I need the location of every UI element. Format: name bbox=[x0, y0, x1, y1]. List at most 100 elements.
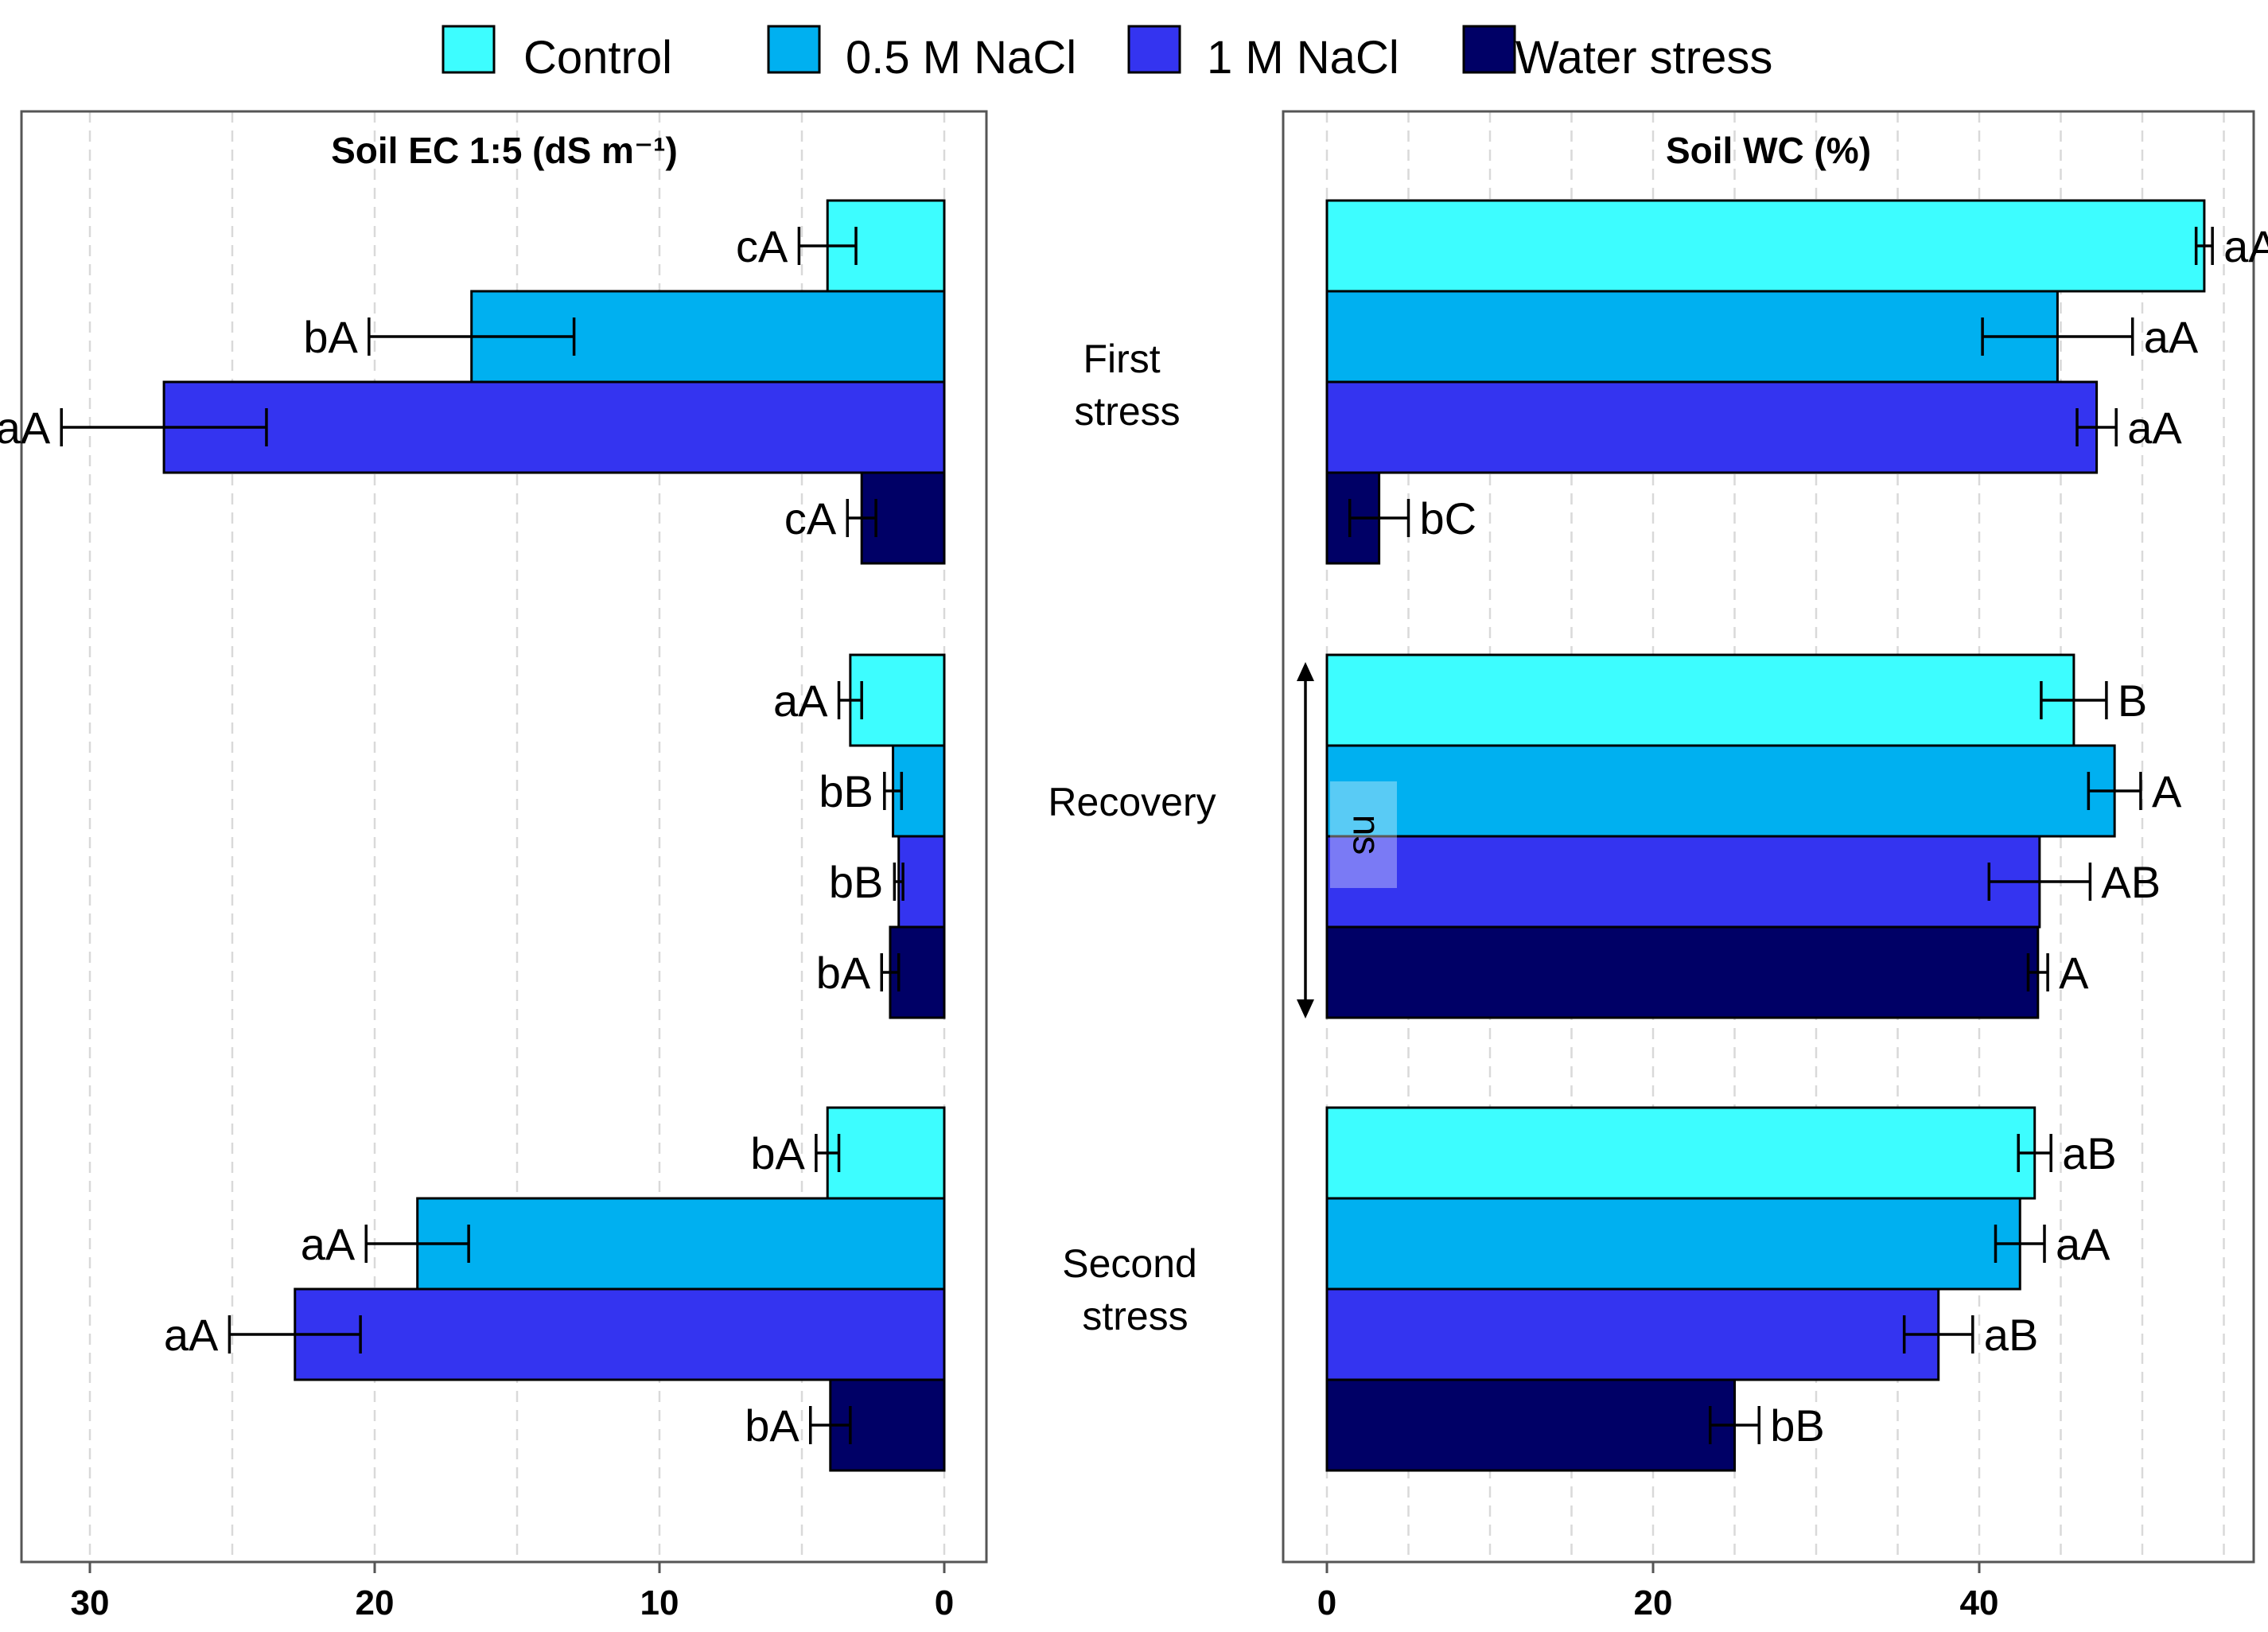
legend-swatch-water-stress bbox=[1462, 25, 1516, 74]
ec-errorbar-1-2 bbox=[893, 863, 904, 901]
wc-bar-2-2 bbox=[1325, 1287, 1940, 1381]
ns-arrow-head-down bbox=[1297, 999, 1314, 1019]
ec-errorbar-2-2 bbox=[228, 1315, 362, 1354]
wc-panel-frame bbox=[1282, 110, 2255, 1564]
wc-sig-label-0-1: aA bbox=[2144, 312, 2199, 362]
wc-errorbar-2-1 bbox=[1994, 1225, 2046, 1263]
ec-bar-2-1 bbox=[416, 1197, 946, 1291]
ec-errorbar-2-0 bbox=[815, 1134, 841, 1172]
wc-errorbar-2-0 bbox=[2017, 1134, 2052, 1172]
wc-bar-2-1 bbox=[1325, 1197, 2021, 1291]
ec-bar-1-0 bbox=[849, 653, 946, 747]
ec-sig-label-0-0: cA bbox=[736, 221, 788, 271]
group-label-first-stress-line2: stress bbox=[1074, 389, 1180, 434]
ec-bar-1-2 bbox=[897, 835, 946, 929]
ec-panel: Soil EC 1:5 (dS m⁻¹) cAaAbAbAbBaAaAbBaAc… bbox=[0, 110, 988, 1622]
wc-errorbar-0-0 bbox=[2194, 227, 2214, 265]
ec-x-axis: 30 20 10 0 bbox=[71, 1562, 954, 1622]
ec-sig-label-2-2: aA bbox=[164, 1310, 219, 1360]
ec-sig-label-1-3: bA bbox=[816, 948, 871, 998]
wc-errorbar-1-2 bbox=[1987, 863, 2092, 901]
wc-sig-label-1-3: A bbox=[2059, 948, 2089, 998]
wc-sig-label-2-3: bB bbox=[1770, 1400, 1825, 1451]
ec-errorbar-2-1 bbox=[364, 1225, 470, 1263]
ec-errorbar-1-0 bbox=[837, 681, 863, 719]
ec-sig-label-1-0: aA bbox=[773, 676, 828, 726]
wc-errorbar-0-1 bbox=[1981, 317, 2134, 356]
ec-errorbar-0-1 bbox=[368, 317, 576, 356]
wc-bars: aA BaB aA AaA aA AB aB bC AbB bbox=[1325, 199, 2268, 1472]
ec-sig-label-1-2: bB bbox=[829, 857, 884, 907]
group-label-first-stress: First stress bbox=[1074, 337, 1180, 434]
ec-sig-label-2-1: aA bbox=[301, 1219, 356, 1269]
wc-sig-label-1-0: B bbox=[2118, 676, 2147, 726]
ec-errorbar-0-3 bbox=[846, 499, 877, 537]
ec-sig-label-0-2: aA bbox=[0, 403, 51, 453]
ns-annotation: ns bbox=[1297, 662, 1397, 1019]
wc-errorbar-0-2 bbox=[2075, 408, 2118, 446]
wc-bar-0-0 bbox=[1325, 199, 2206, 293]
ec-sig-label-0-3: cA bbox=[784, 493, 837, 543]
legend-swatch-05m-nacl bbox=[767, 25, 821, 74]
legend-label-05m-nacl: 0.5 M NaCl bbox=[846, 32, 1076, 84]
legend-swatch-control bbox=[442, 25, 496, 74]
ec-errorbar-1-1 bbox=[883, 772, 904, 810]
group-label-second-stress-line1: Second bbox=[1062, 1241, 1197, 1286]
wc-x-axis: 0 20 40 bbox=[1317, 1562, 1999, 1622]
wc-sig-label-1-1: A bbox=[2152, 766, 2182, 816]
ns-arrow-head-up bbox=[1297, 662, 1314, 681]
group-label-recovery-line1: Recovery bbox=[1048, 780, 1216, 824]
wc-bar-0-1 bbox=[1325, 290, 2059, 384]
wc-sig-label-0-0: aA bbox=[2223, 221, 2268, 271]
ec-errorbar-0-0 bbox=[797, 227, 858, 265]
ec-tick-label-10: 10 bbox=[640, 1583, 679, 1622]
wc-bar-1-3 bbox=[1325, 925, 2040, 1019]
ec-bars: cA aA bA bA bB aA aA bB aA cA bA bA bbox=[0, 199, 946, 1472]
ec-errorbar-2-3 bbox=[808, 1406, 852, 1444]
wc-bar-2-3 bbox=[1325, 1378, 1736, 1472]
group-label-first-stress-line1: First bbox=[1083, 337, 1160, 381]
group-label-recovery: Recovery bbox=[1048, 780, 1216, 824]
wc-sig-label-2-2: aB bbox=[1984, 1310, 2039, 1360]
ec-bar-2-2 bbox=[294, 1287, 946, 1381]
wc-errorbar-2-3 bbox=[1709, 1406, 1760, 1444]
ns-label-bg bbox=[1330, 781, 1397, 888]
ns-label: ns bbox=[1344, 815, 1387, 855]
wc-bar-1-0 bbox=[1325, 653, 2075, 747]
group-labels: First stress Recovery Second stress bbox=[1048, 337, 1216, 1338]
wc-bar-0-2 bbox=[1325, 380, 2099, 474]
wc-bar-2-0 bbox=[1325, 1106, 2037, 1200]
wc-errorbar-1-3 bbox=[2026, 953, 2049, 991]
legend: Control 0.5 M NaCl 1 M NaCl Water stress bbox=[442, 25, 1772, 84]
wc-bar-1-2 bbox=[1325, 835, 2041, 929]
ec-bar-2-0 bbox=[826, 1106, 946, 1200]
legend-label-water-stress: Water stress bbox=[1515, 32, 1772, 84]
ec-errorbar-1-3 bbox=[880, 953, 901, 991]
ec-sig-label-0-1: bA bbox=[303, 312, 358, 362]
ec-sig-label-1-1: bB bbox=[819, 766, 873, 816]
wc-panel-title: Soil WC (%) bbox=[1666, 130, 1871, 171]
wc-sig-label-0-2: aA bbox=[2127, 403, 2182, 453]
group-label-second-stress-line2: stress bbox=[1082, 1294, 1188, 1338]
ec-panel-title: Soil EC 1:5 (dS m⁻¹) bbox=[331, 130, 678, 171]
wc-sig-label-2-1: aA bbox=[2056, 1219, 2110, 1269]
wc-errorbar-0-3 bbox=[1348, 499, 1410, 537]
group-label-second-stress: Second stress bbox=[1062, 1241, 1208, 1338]
legend-label-control: Control bbox=[523, 32, 672, 84]
ec-sig-label-2-0: bA bbox=[750, 1128, 805, 1178]
legend-label-1m-nacl: 1 M NaCl bbox=[1207, 32, 1399, 84]
ec-errorbar-0-2 bbox=[60, 408, 268, 446]
wc-tick-label-0: 0 bbox=[1317, 1583, 1336, 1622]
wc-errorbar-2-2 bbox=[1902, 1315, 1974, 1354]
ec-sig-label-2-3: bA bbox=[745, 1400, 799, 1451]
wc-errorbar-1-1 bbox=[2087, 772, 2142, 810]
ec-bar-0-2 bbox=[162, 380, 946, 474]
wc-errorbar-1-0 bbox=[2040, 681, 2108, 719]
wc-tick-label-40: 40 bbox=[1960, 1583, 1999, 1622]
wc-sig-label-1-2: AB bbox=[2101, 857, 2161, 907]
ec-tick-label-20: 20 bbox=[356, 1583, 395, 1622]
ec-tick-label-0: 0 bbox=[935, 1583, 954, 1622]
wc-bar-1-1 bbox=[1325, 744, 2116, 838]
